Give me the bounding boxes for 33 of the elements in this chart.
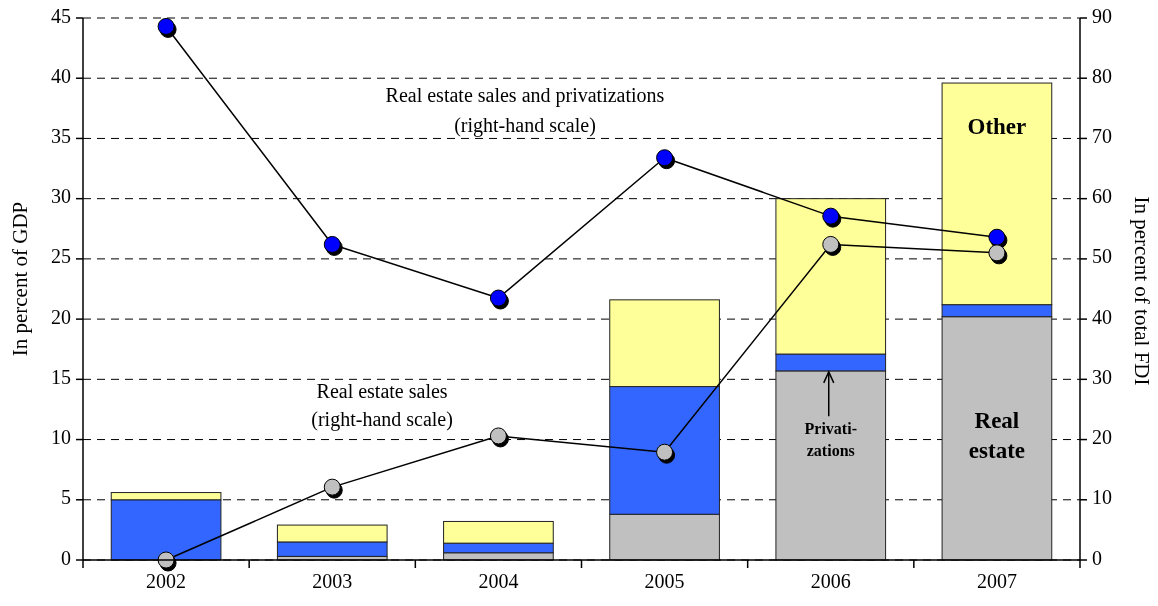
y2-tick-label: 0 <box>1092 546 1102 569</box>
y2-tick-label: 20 <box>1092 426 1112 449</box>
y-tick-label: 30 <box>51 185 71 208</box>
text: Privati-zations <box>804 419 857 459</box>
series-label: Real estate sales and privatizations (right-hand scale) <box>385 83 665 137</box>
y2-tick-label: 90 <box>1092 4 1112 27</box>
x-tick-label: 2003 <box>312 570 353 592</box>
y-tick-label: 20 <box>51 305 71 328</box>
x-tick-label: 2006 <box>810 570 851 592</box>
y2-axis-title: In percent of total FDI <box>1130 196 1155 386</box>
y2-tick-label: 80 <box>1092 64 1112 87</box>
x-tick-label: 2004 <box>478 570 519 592</box>
x-tick-label: 2002 <box>146 570 187 592</box>
y2-tick-label: 70 <box>1092 125 1112 148</box>
y2-tick-label: 40 <box>1092 305 1112 328</box>
y2-tick-label: 60 <box>1092 185 1112 208</box>
y-tick-label: 15 <box>51 365 71 388</box>
y-axis-title: In percent of GDP <box>7 201 32 357</box>
y-tick-label: 40 <box>51 64 71 87</box>
series-label: Real estate sales (right-hand scale) <box>311 379 453 431</box>
x-tick-label: 2005 <box>644 570 685 592</box>
y-tick-label: 35 <box>51 125 71 148</box>
series-label: Real estate <box>968 408 1026 464</box>
y2-tick-label: 30 <box>1092 365 1112 388</box>
y-tick-label: 25 <box>51 245 71 268</box>
series-label: Other <box>967 114 1027 140</box>
y-tick-label: 0 <box>61 546 71 569</box>
y2-tick-label: 10 <box>1092 486 1112 509</box>
y-tick-label: 45 <box>51 4 71 27</box>
y-tick-label: 5 <box>61 486 71 509</box>
y-tick-label: 10 <box>51 426 71 449</box>
y2-tick-label: 50 <box>1092 245 1112 268</box>
x-tick-label: 2007 <box>976 570 1017 592</box>
